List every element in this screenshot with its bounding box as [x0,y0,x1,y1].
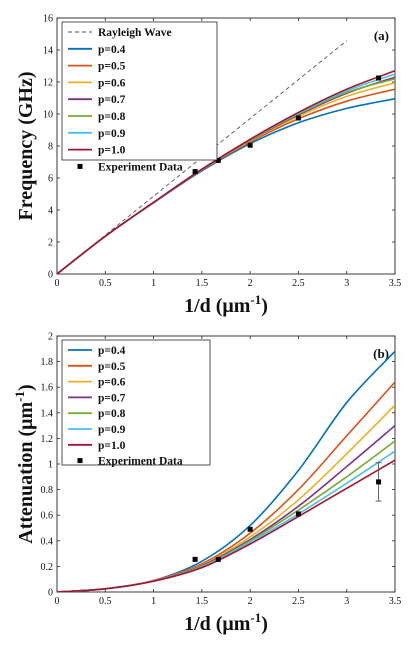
x-tick-label: 3.5 [389,278,402,289]
y-tick-label: 1.6 [41,383,54,394]
legend-label: p=1.0 [98,145,126,157]
experiment-point [192,169,198,175]
y-tick-label: 1.8 [41,357,54,368]
x-tick-label: 3 [344,278,349,289]
y-tick-label: 1.2 [41,434,54,445]
x-axis-label-main: 1/d (μm [184,613,251,635]
experiment-point [295,511,301,517]
y-tick-label: 12 [43,78,53,89]
legend-label: p=0.9 [98,128,126,140]
series-line-5 [57,450,395,592]
x-tick-label: 3 [344,596,349,607]
experiment-point [376,75,382,81]
y-tick-label: 1.4 [41,408,54,419]
y-tick-label: 0.2 [41,562,54,573]
y-tick-label: 10 [43,110,53,121]
y-tick-label: 14 [43,46,53,57]
legend-label: p=0.6 [98,377,126,389]
y-tick-label: 16 [43,14,53,25]
chart-panel-1: 0 0.5 1 1.5 2 2.5 3 3.5 0 0.2 0.4 0.6 0.8 1 1.2 1.4 1.6 1… [12,332,401,636]
x-tick-label: 3.5 [389,596,402,607]
y-tick-label: 0.6 [41,511,54,522]
x-axis-label-superscript: -1 [250,610,261,625]
x-tick-label: 2.5 [292,596,305,607]
x-axis-label-close: ) [261,295,268,317]
y-tick-label: 2 [48,332,53,343]
experiment-point [215,556,221,562]
x-axis-label-main: 1/d (μm [184,295,251,317]
legend-label: p=0.5 [98,361,126,373]
experiment-point [215,157,221,163]
legend-label: p=0.8 [98,408,126,420]
x-tick-label: 2 [248,596,253,607]
legend-label: p=0.6 [98,77,126,89]
experiment-point [247,142,253,148]
chart-panel-0: 0 0.5 1 1.5 2 2.5 3 3.5 0 2 4 6 8 10 12 14 16 1/d (μm-1) F… [15,14,401,318]
legend-label-experiment: Experiment Data [98,161,183,173]
series-line-6 [57,459,395,592]
legend-swatch-experiment [77,458,83,464]
legend-box [61,339,211,466]
y-axis-label-close: ) [15,384,37,391]
legend-label: p=1.0 [98,440,126,452]
experiment-point [376,479,382,485]
legend-label-experiment: Experiment Data [98,456,183,468]
legend: p=0.4 p=0.5 p=0.6 p=0.7 p=0.8 p=0.9 p=1.0 Exper… [61,339,211,468]
plot-area [57,350,395,592]
x-tick-label: 1.5 [196,596,209,607]
y-axis-label-superscript: -1 [12,391,27,402]
plot-area [57,40,395,274]
x-tick-label: 2 [248,278,253,289]
legend-label: p=0.4 [98,345,126,357]
legend-swatch-experiment [77,163,83,169]
y-axis-label: Attenuation (μm-1) [12,384,37,543]
x-tick-label: 1.5 [196,278,209,289]
experiment-point [295,115,301,121]
legend-label: p=0.5 [98,61,126,73]
experiment-point [192,556,198,562]
y-tick-label: 2 [48,238,53,249]
y-tick-label: 0 [48,588,53,599]
legend-label: p=0.7 [98,392,126,404]
y-tick-label: 6 [48,174,53,185]
legend-label: p=0.4 [98,44,126,56]
x-tick-label: 0 [55,596,60,607]
legend-box [61,21,218,161]
panel-label: (a) [374,28,389,43]
y-tick-label: 0.8 [41,485,54,496]
y-axis-label-main: Attenuation (μm [15,401,37,543]
legend: Rayleigh Wave p=0.4 p=0.5 p=0.6 p=0.7 p=0.8 p=… [61,21,218,173]
y-tick-label: 4 [48,206,53,217]
panel-label: (b) [373,346,389,361]
x-axis-label: 1/d (μm-1) [184,292,268,317]
x-axis-label-close: ) [261,613,268,635]
x-tick-label: 2.5 [292,278,305,289]
legend-label: p=0.8 [98,111,126,123]
legend-label: p=0.9 [98,424,126,436]
y-axis-label: Frequency (GHz) [15,71,37,220]
y-tick-label: 0.4 [41,536,54,547]
x-tick-label: 0 [55,278,60,289]
x-tick-label: 1 [151,278,156,289]
legend-label: Rayleigh Wave [98,27,172,39]
x-axis-label-superscript: -1 [250,292,261,307]
experiment-point [247,526,253,532]
x-tick-label: 0.5 [99,596,112,607]
y-tick-label: 1 [48,460,53,471]
x-tick-label: 1 [151,596,156,607]
y-tick-label: 8 [48,142,53,153]
x-tick-label: 0.5 [99,278,112,289]
y-tick-label: 0 [48,270,53,281]
series-line-7 [57,70,395,274]
x-axis-label: 1/d (μm-1) [184,610,268,635]
legend-label: p=0.7 [98,94,126,106]
y-axis-label-main: Frequency (GHz) [15,71,37,220]
